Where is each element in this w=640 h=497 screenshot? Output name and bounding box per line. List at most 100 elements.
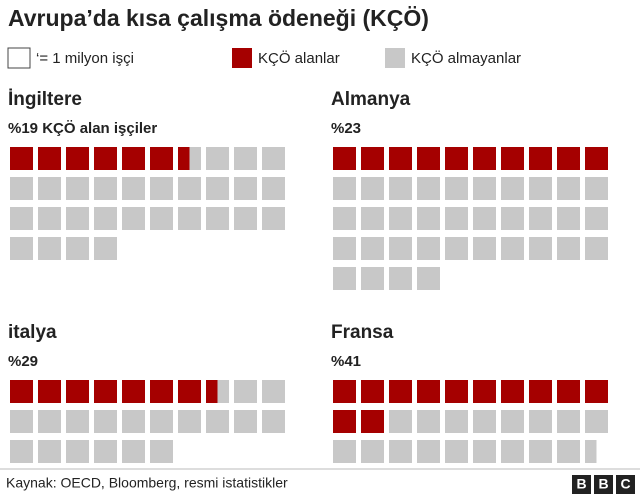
logo-letter: C (620, 476, 630, 492)
waffle-cell (333, 177, 356, 200)
waffle-cell (178, 177, 201, 200)
logo-box (572, 475, 591, 494)
panel-subtitle: %29 (8, 353, 38, 370)
panel-title: Fransa (331, 322, 394, 343)
waffle-cell (150, 177, 173, 200)
waffle-cell (445, 177, 468, 200)
waffle-cell (557, 207, 580, 230)
waffle-cell (122, 410, 145, 433)
waffle-cell (389, 440, 412, 463)
waffle-cell (217, 380, 229, 403)
waffle-cell (150, 207, 173, 230)
waffle-cell (234, 207, 257, 230)
waffle-cell (10, 207, 33, 230)
waffle-cell (234, 410, 257, 433)
waffle-cell (501, 147, 524, 170)
waffle-cell (333, 440, 356, 463)
title: Avrupa’da kısa çalışma ödeneği (KÇÖ) (8, 5, 429, 31)
legend-unit: ‘= 1 milyon işçi (36, 50, 134, 67)
waffle-cell (361, 410, 384, 433)
waffle-cell (333, 410, 356, 433)
waffle-cell (585, 237, 608, 260)
waffle-cell (473, 237, 496, 260)
waffle-cell (445, 440, 468, 463)
waffle-cell (94, 177, 117, 200)
waffle-cell (501, 207, 524, 230)
waffle-cell (361, 440, 384, 463)
waffle-cell (38, 177, 61, 200)
waffle-cell (150, 147, 173, 170)
waffle-cell (557, 147, 580, 170)
waffle-cell (585, 380, 608, 403)
waffle-cell (94, 237, 117, 260)
waffle-cell (585, 207, 608, 230)
legend-label: KÇÖ alanlar (258, 49, 340, 67)
waffle-cell (66, 207, 89, 230)
waffle-cell (473, 147, 496, 170)
waffle-cell (178, 410, 201, 433)
waffle-cell (417, 207, 440, 230)
waffle-cell (529, 147, 552, 170)
waffle-cell (473, 410, 496, 433)
waffle-cell (585, 147, 608, 170)
waffle-cell (473, 440, 496, 463)
waffle-cell (10, 237, 33, 260)
waffle-cell (501, 410, 524, 433)
waffle-cell (333, 237, 356, 260)
waffle-cell (94, 440, 117, 463)
waffle-cell (122, 177, 145, 200)
waffle-cell (417, 380, 440, 403)
waffle-cell (178, 147, 190, 170)
waffle-cell (262, 410, 285, 433)
waffle-cell (38, 440, 61, 463)
waffle-cell (557, 380, 580, 403)
waffle-cell (38, 380, 61, 403)
waffle-cell (206, 147, 229, 170)
logo-box (616, 475, 635, 494)
waffle-cell (234, 380, 257, 403)
legend-swatch (385, 48, 405, 68)
waffle-cell (389, 267, 412, 290)
waffle-cell (585, 440, 597, 463)
waffle-cell (585, 410, 608, 433)
waffle-cell (529, 410, 552, 433)
logo-letter: B (598, 476, 608, 492)
waffle-cell (178, 380, 201, 403)
waffle-cell (333, 380, 356, 403)
source: Kaynak: OECD, Bloomberg, resmi istatisti… (6, 475, 288, 491)
waffle-cell (389, 147, 412, 170)
waffle-cell (557, 177, 580, 200)
waffle-cell (10, 380, 33, 403)
waffle-cell (178, 207, 201, 230)
waffle-cell (417, 440, 440, 463)
waffle-cell (529, 207, 552, 230)
waffle-cell (206, 410, 229, 433)
waffle-cell (38, 410, 61, 433)
waffle-cell (150, 440, 173, 463)
waffle-cell (10, 147, 33, 170)
waffle-cell (262, 380, 285, 403)
waffle-cell (389, 410, 412, 433)
waffle-cell (417, 237, 440, 260)
waffle-cell (361, 380, 384, 403)
waffle-cell (473, 380, 496, 403)
waffle-cell (333, 267, 356, 290)
waffle-cell (585, 177, 608, 200)
waffle-cell (389, 380, 412, 403)
waffle-cell (529, 177, 552, 200)
waffle-cell (122, 207, 145, 230)
legend-label: KÇÖ almayanlar (411, 49, 521, 67)
logo-box (594, 475, 613, 494)
waffle-cell (529, 237, 552, 260)
waffle-cell (445, 380, 468, 403)
waffle-cell (333, 207, 356, 230)
waffle-cell (10, 440, 33, 463)
logo-letter: B (576, 476, 586, 492)
waffle-cell (529, 440, 552, 463)
waffle-cell (234, 177, 257, 200)
waffle-cell (206, 177, 229, 200)
panel-subtitle: %23 (331, 120, 361, 137)
waffle-cell (389, 207, 412, 230)
waffle-cell (501, 440, 524, 463)
waffle-cell (66, 177, 89, 200)
